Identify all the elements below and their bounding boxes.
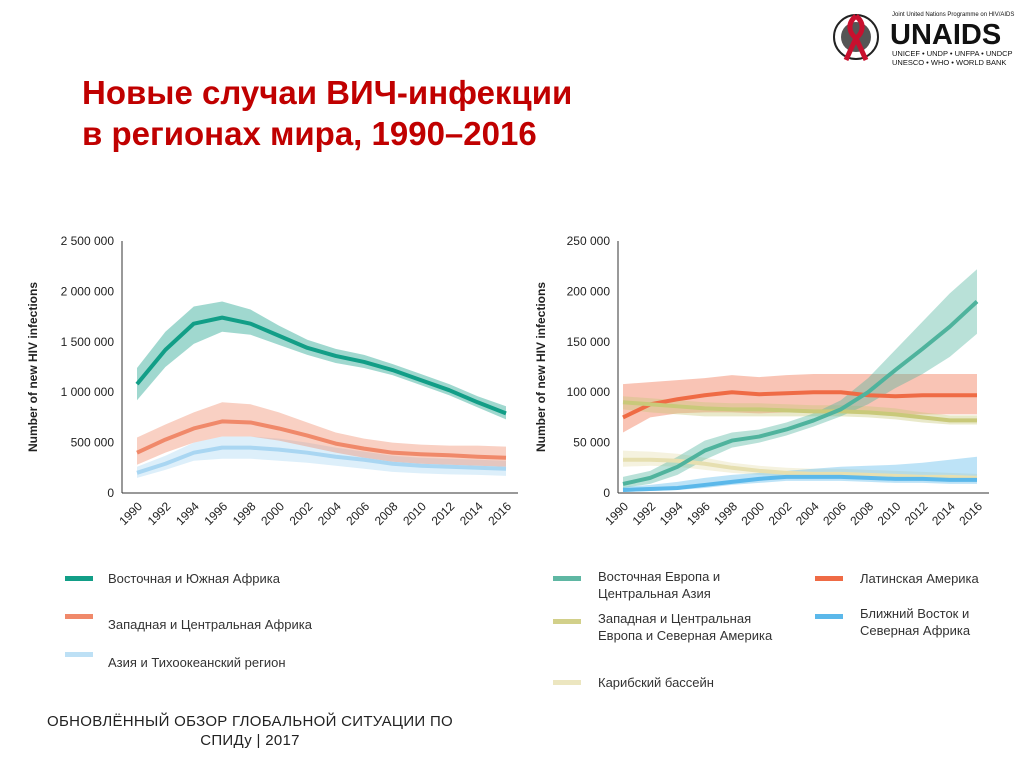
series-line	[622, 300, 979, 486]
y-axis-label: Number of new HIV infections	[26, 282, 40, 452]
x-tick-label: 1996	[684, 499, 713, 528]
legend-swatch	[553, 619, 581, 624]
series-line	[136, 419, 507, 460]
series-line	[622, 400, 977, 423]
series-line	[623, 457, 978, 480]
series-line	[622, 390, 977, 420]
x-tick-label: 2012	[902, 499, 931, 528]
legend-swatch	[553, 680, 581, 685]
x-tick-label: 2000	[738, 499, 767, 528]
footer-line-2: СПИДу | 2017	[200, 732, 300, 749]
x-tick-label: 2006	[820, 499, 849, 528]
x-tick-label: 2016	[956, 499, 985, 528]
title-line-2: в регионах мира, 1990–2016	[82, 115, 537, 152]
logo-name: UNAIDS	[890, 19, 1001, 51]
series-line	[135, 315, 507, 416]
un-emblem-icon	[833, 14, 879, 60]
y-tick-label: 2 500 000	[61, 234, 115, 248]
y-tick-label: 0	[603, 486, 610, 500]
y-tick-label: 2 000 000	[61, 284, 115, 298]
x-tick-label: 1994	[657, 499, 686, 528]
uncertainty-band	[623, 269, 977, 488]
legend-swatch	[553, 576, 581, 581]
y-tick-label: 1 000 000	[61, 385, 115, 399]
unaids-logo: Joint United Nations Programme on HIV/AI…	[833, 12, 1014, 67]
logo-cosponsors-1: UNICEF • UNDP • UNFPA • UNDCP	[892, 49, 1013, 58]
x-tick-label: 2014	[929, 499, 958, 528]
legend-swatch	[65, 652, 93, 657]
y-tick-label: 50 000	[573, 436, 610, 450]
x-tick-label: 1998	[711, 499, 740, 528]
y-tick-label: 0	[107, 486, 114, 500]
legend-label: Западная и Центральная Европа и Северная…	[598, 611, 773, 643]
chart-africa-asia: 0 500 000 1 000 000 1 500 000 2 000 000 2 500…	[26, 234, 518, 528]
x-tick-label: 2004	[793, 499, 822, 528]
logo-cosponsors-2: UNESCO • WHO • WORLD BANK	[892, 58, 1006, 67]
x-tick-label: 1992	[630, 499, 659, 528]
uncertainty-band	[137, 301, 506, 420]
legend-label: Ближний Восток и Северная Африка	[860, 606, 971, 638]
red-ribbon-icon	[843, 14, 869, 62]
legend-label: Латинская Америка	[860, 571, 979, 586]
legend-swatch	[815, 576, 843, 581]
footer-line-1: ОБНОВЛЁННЫЙ ОБЗОР ГЛОБАЛЬНОЙ СИТУАЦИИ ПО	[46, 713, 454, 730]
legend-swatch	[65, 614, 93, 619]
legend-swatch	[65, 576, 93, 581]
legend-label: Азия и Тихоокеанский регион	[108, 655, 286, 670]
slide-title: Новые случаи ВИЧ-инфекции в регионах мир…	[82, 72, 572, 154]
series-line	[622, 474, 977, 492]
title-line-1: Новые случаи ВИЧ-инфекции	[82, 74, 573, 111]
y-axis-label: Number of new HIV infections	[534, 282, 548, 452]
series-line	[136, 445, 507, 475]
y-tick-label: 1 500 000	[61, 335, 115, 349]
y-tick-label: 150 000	[567, 335, 611, 349]
y-tick-label: 250 000	[567, 234, 611, 248]
legend-label: Восточная Европа и Центральная Азия	[598, 569, 721, 601]
legend-label: Карибский бассейн	[598, 675, 714, 690]
x-tick-label: 1990	[602, 499, 631, 528]
footer-source: ОБНОВЛЁННЫЙ ОБЗОР ГЛОБАЛЬНОЙ СИТУАЦИИ ПО…	[20, 712, 480, 750]
legend-label: Восточная и Южная Африка	[108, 571, 280, 586]
logo-tagline: Joint United Nations Programme on HIV/AI…	[892, 12, 1014, 18]
uncertainty-band	[623, 374, 977, 433]
x-tick-label: 2002	[766, 499, 795, 528]
y-tick-label: 200 000	[567, 284, 611, 298]
uncertainty-band	[137, 402, 506, 467]
x-tick-label: 2010	[875, 499, 904, 528]
legend-label: Западная и Центральная Африка	[108, 617, 312, 632]
legend-swatch	[815, 614, 843, 619]
y-tick-label: 100 000	[567, 385, 611, 399]
y-tick-label: 500 000	[71, 436, 115, 450]
x-tick-label: 2008	[847, 499, 876, 528]
